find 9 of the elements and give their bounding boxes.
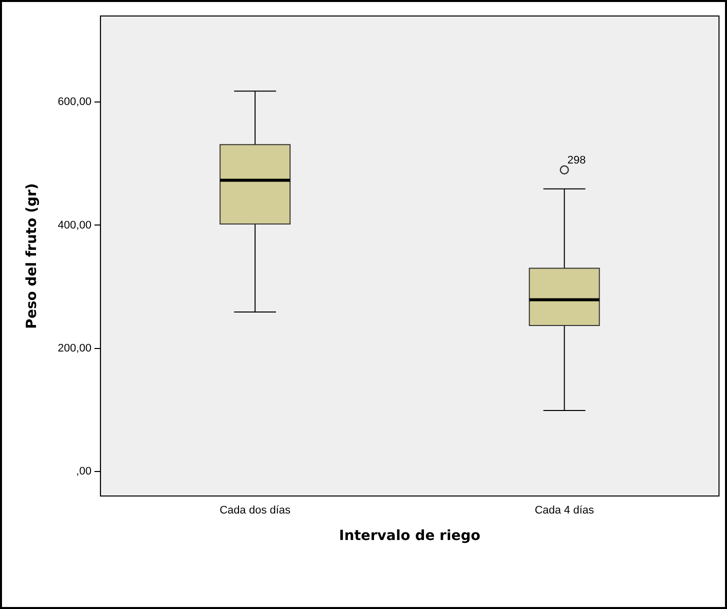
y-tick-label: 400,00 <box>58 219 92 232</box>
y-tick-label: 600,00 <box>58 96 92 108</box>
x-axis-title: Intervalo de riego <box>339 528 481 544</box>
y-tick-label: ,00 <box>76 465 92 478</box>
x-tick-label: Cada 4 días <box>534 504 595 517</box>
annotation: 298 <box>567 154 586 166</box>
y-tick-label: 200,00 <box>58 342 92 354</box>
x-tick-label: Cada dos días <box>220 504 292 517</box>
y-axis-title: Peso del fruto (gr) <box>24 183 40 329</box>
